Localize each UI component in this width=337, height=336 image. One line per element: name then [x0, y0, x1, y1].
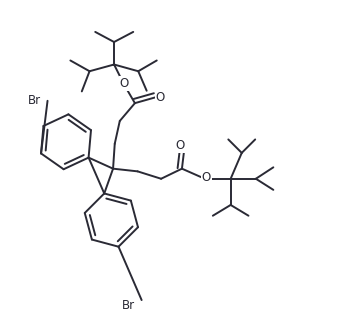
Text: O: O — [176, 139, 185, 152]
Text: O: O — [120, 77, 129, 90]
Text: O: O — [155, 91, 165, 104]
Text: Br: Br — [28, 94, 41, 107]
Text: Br: Br — [122, 299, 135, 311]
Text: O: O — [202, 171, 211, 183]
